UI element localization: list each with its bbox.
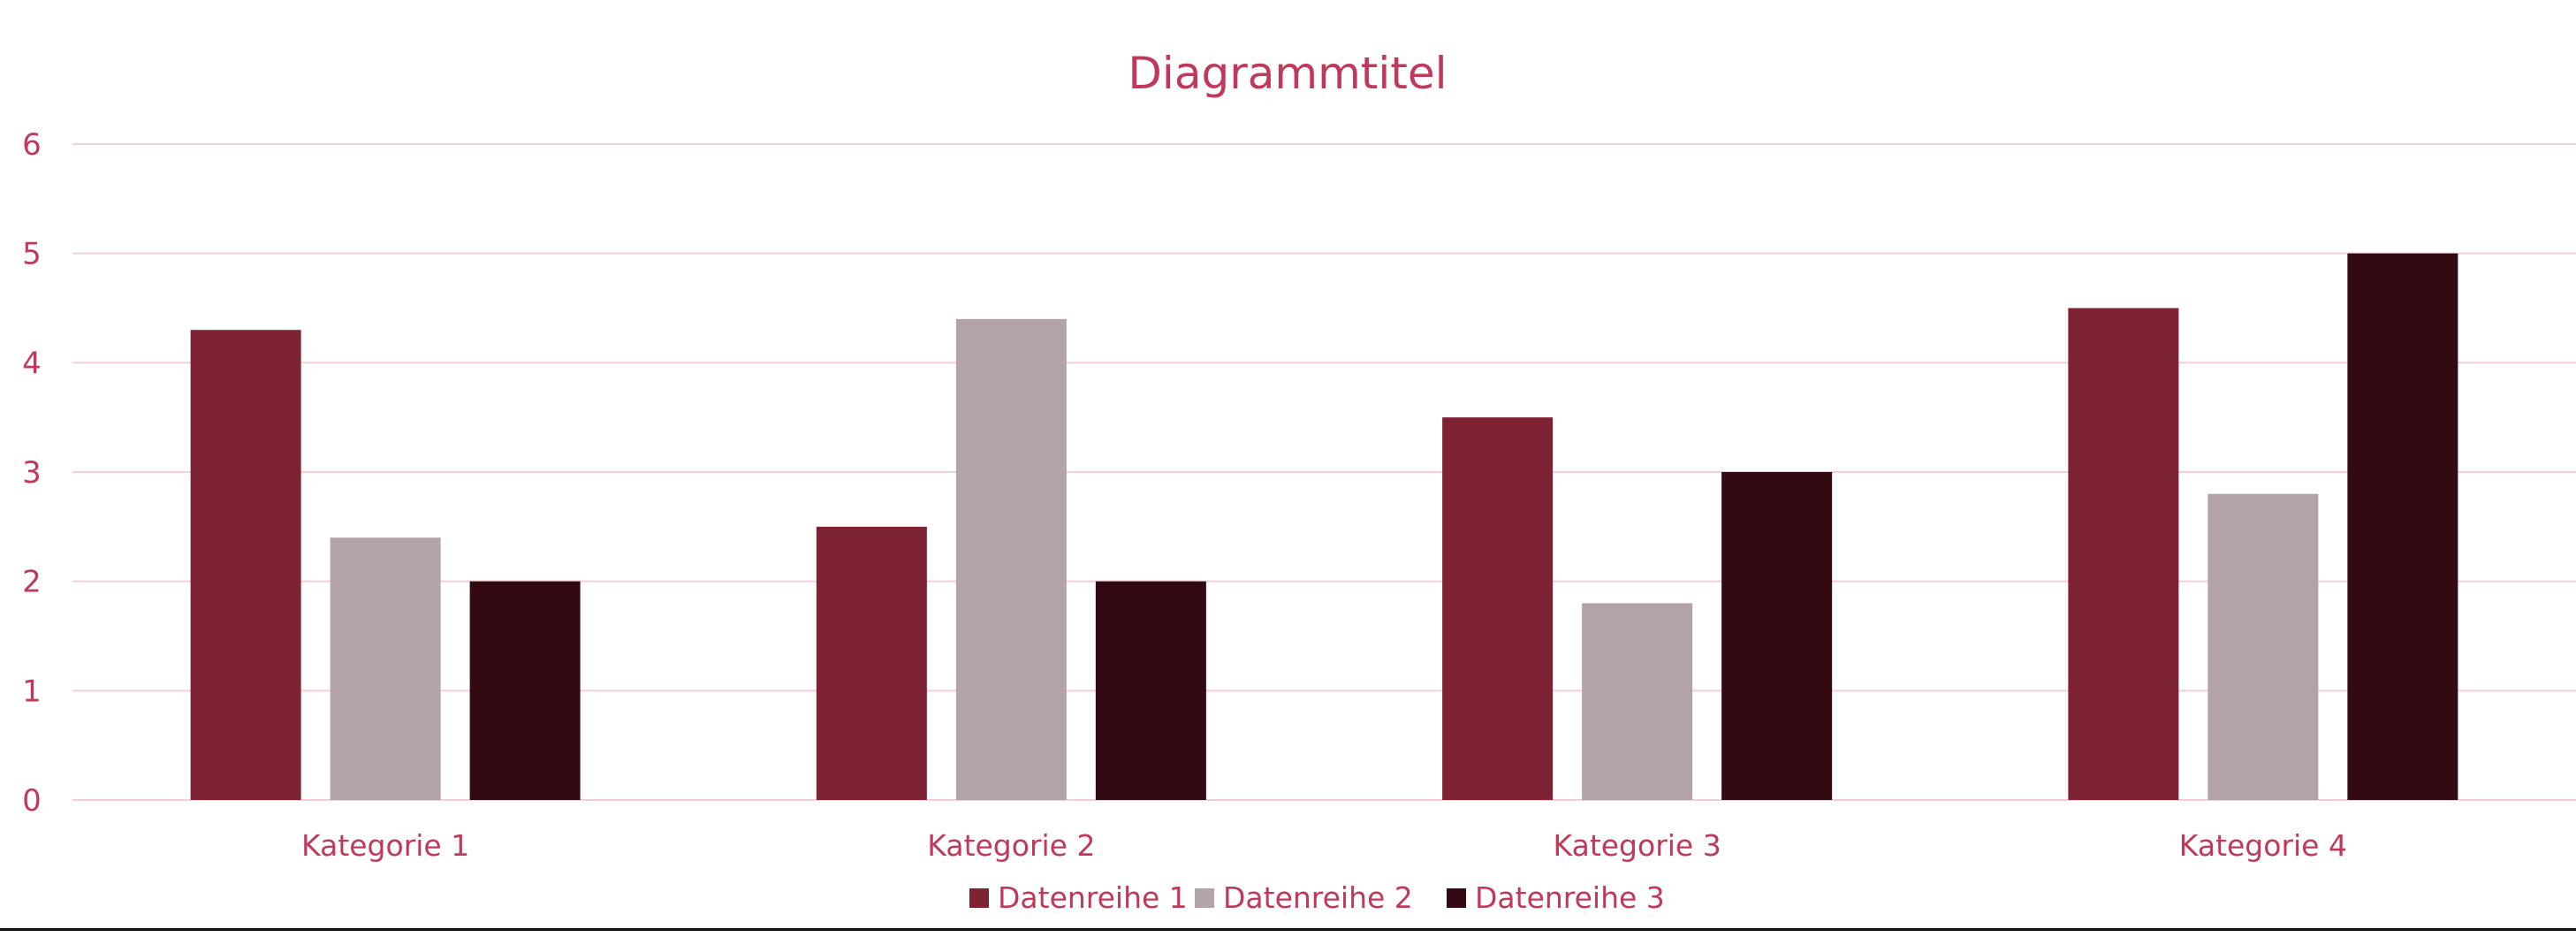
- y-tick-label: 4: [22, 346, 42, 381]
- legend-item-3: Datenreihe 3: [1447, 880, 1665, 915]
- y-tick-label: 5: [22, 237, 42, 272]
- bars: [190, 253, 2458, 801]
- y-tick-label: 3: [22, 455, 42, 491]
- bar-3-2: [1095, 581, 1206, 800]
- x-tick-label: Kategorie 3: [1554, 828, 1721, 863]
- y-axis-tick-labels: 0 1 2 3 4 5 6: [22, 127, 42, 819]
- y-tick-label: 6: [22, 127, 42, 163]
- legend-label: Datenreihe 2: [1223, 880, 1413, 915]
- legend-item-2: Datenreihe 2: [1195, 880, 1413, 915]
- legend-label: Datenreihe 1: [998, 880, 1188, 915]
- bar-2-4: [2207, 493, 2319, 800]
- y-tick-label: 1: [22, 674, 42, 709]
- bar-2-2: [955, 318, 1067, 800]
- chart-title: Diagrammtitel: [1128, 48, 1447, 99]
- bar-1-1: [190, 330, 301, 800]
- bar-1-4: [2068, 308, 2179, 800]
- bar-3-1: [469, 581, 581, 800]
- bar-2-3: [1582, 603, 1693, 800]
- bar-1-2: [816, 526, 927, 800]
- legend-swatch: [969, 888, 989, 908]
- legend-label: Datenreihe 3: [1475, 880, 1665, 915]
- x-tick-label: Kategorie 1: [301, 828, 469, 863]
- bar-3-4: [2347, 253, 2458, 801]
- bar-2-1: [330, 537, 441, 800]
- legend-item-1: Datenreihe 1: [969, 880, 1188, 915]
- bar-1-3: [1442, 417, 1554, 800]
- legend-swatch: [1195, 888, 1214, 908]
- legend: Datenreihe 1 Datenreihe 2 Datenreihe 3: [969, 880, 1665, 915]
- legend-swatch: [1447, 888, 1466, 908]
- gridlines: [72, 143, 2576, 801]
- x-tick-label: Kategorie 4: [2179, 828, 2347, 863]
- y-tick-label: 0: [22, 783, 42, 819]
- x-axis-tick-labels: Kategorie 1 Kategorie 2 Kategorie 3 Kategor…: [301, 828, 2347, 863]
- bottom-divider: [0, 928, 2576, 931]
- x-tick-label: Kategorie 2: [927, 828, 1095, 863]
- y-tick-label: 2: [22, 565, 42, 600]
- bar-3-3: [1721, 472, 1833, 800]
